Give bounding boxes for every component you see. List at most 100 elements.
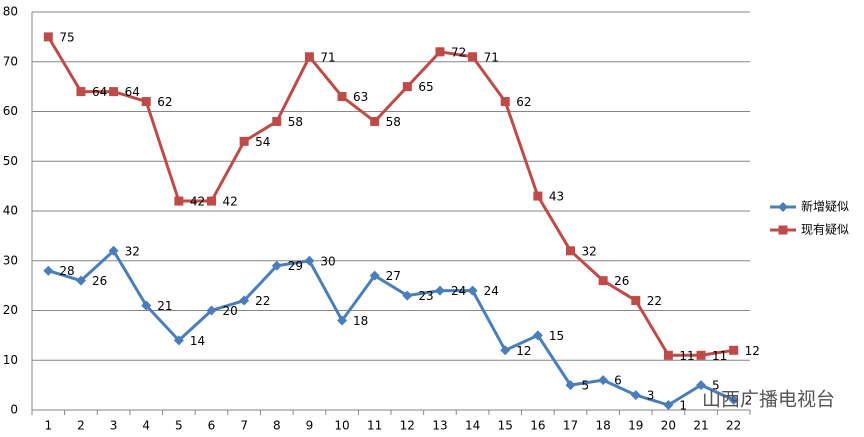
marker [43, 265, 54, 276]
x-tick-label: 10 [334, 419, 349, 433]
data-label: 63 [353, 90, 368, 104]
x-tick-label: 13 [432, 419, 447, 433]
marker [76, 87, 86, 97]
data-label: 30 [320, 254, 335, 268]
marker [337, 315, 348, 326]
marker [778, 202, 788, 212]
legend-label: 现有疑似 [801, 222, 849, 237]
marker [434, 285, 445, 296]
data-label: 1 [679, 399, 687, 413]
data-label: 32 [125, 244, 140, 258]
marker [500, 97, 510, 107]
marker [566, 246, 575, 256]
data-label: 11 [679, 349, 694, 363]
marker [533, 191, 543, 201]
data-label: 3 [647, 389, 655, 403]
legend-label: 新增疑似 [801, 199, 849, 214]
data-label: 6 [614, 374, 622, 388]
x-tick-label: 5 [175, 419, 183, 433]
data-label: 18 [353, 314, 368, 328]
marker [369, 270, 380, 281]
data-label: 5 [712, 379, 720, 393]
x-tick-label: 15 [498, 419, 513, 433]
y-tick-label: 80 [3, 5, 18, 19]
data-label: 5 [582, 379, 590, 393]
watermark: 山西广播电视台 [702, 389, 835, 411]
marker [402, 290, 413, 301]
data-label: 26 [92, 274, 107, 288]
y-tick-label: 0 [10, 403, 18, 417]
marker [174, 196, 184, 206]
data-label: 24 [484, 284, 499, 298]
marker [663, 350, 673, 360]
y-tick-label: 10 [3, 353, 18, 367]
data-label: 43 [549, 190, 564, 204]
x-tick-label: 8 [273, 419, 281, 433]
data-label: 27 [386, 269, 401, 283]
data-label: 64 [92, 85, 107, 99]
marker [696, 350, 706, 360]
marker [696, 380, 707, 391]
marker [239, 295, 250, 306]
marker [435, 47, 445, 57]
marker [467, 285, 478, 296]
marker [141, 300, 152, 311]
series-line [47, 36, 734, 357]
data-label: 2 [745, 394, 753, 408]
data-label: 23 [418, 289, 433, 303]
data-label: 11 [712, 349, 727, 363]
marker [402, 82, 412, 92]
data-label: 54 [255, 135, 270, 149]
marker [729, 345, 739, 355]
x-tick-label: 7 [240, 419, 248, 433]
data-label: 42 [223, 195, 238, 209]
y-tick-label: 50 [3, 154, 18, 168]
y-tick-label: 70 [3, 54, 18, 68]
data-label: 64 [125, 85, 140, 99]
y-tick-label: 60 [3, 104, 18, 118]
x-tick-label: 20 [661, 419, 676, 433]
marker [663, 400, 674, 411]
data-label: 62 [516, 95, 531, 109]
marker [778, 225, 788, 235]
x-tick-label: 21 [693, 419, 708, 433]
y-tick-label: 40 [3, 204, 18, 218]
data-label: 12 [516, 344, 531, 358]
data-label: 15 [549, 329, 564, 343]
x-tick-label: 2 [77, 419, 85, 433]
data-label: 28 [59, 264, 74, 278]
x-tick-label: 12 [400, 419, 415, 433]
marker [43, 32, 53, 42]
marker [141, 97, 151, 107]
data-label: 58 [288, 115, 303, 129]
marker [598, 276, 608, 286]
y-tick-label: 20 [3, 303, 18, 317]
x-tick-label: 18 [595, 419, 610, 433]
data-label: 62 [157, 95, 172, 109]
marker [271, 260, 282, 271]
marker [109, 87, 119, 97]
marker [565, 380, 576, 391]
marker [598, 375, 609, 386]
x-tick-label: 22 [726, 419, 741, 433]
data-label: 72 [451, 45, 466, 59]
data-label: 21 [157, 299, 172, 313]
marker [370, 116, 380, 126]
marker [173, 335, 184, 346]
data-label: 20 [223, 304, 238, 318]
marker [239, 136, 249, 146]
x-tick-label: 17 [563, 419, 578, 433]
x-tick-label: 4 [142, 419, 150, 433]
x-tick-label: 9 [306, 419, 314, 433]
data-label: 65 [418, 80, 433, 94]
data-label: 26 [614, 274, 629, 288]
data-label: 29 [288, 259, 303, 273]
data-label: 24 [451, 284, 466, 298]
data-label: 42 [190, 195, 205, 209]
x-tick-label: 14 [465, 419, 480, 433]
marker [206, 305, 217, 316]
marker [108, 245, 119, 256]
marker [728, 395, 739, 406]
marker [304, 52, 314, 62]
